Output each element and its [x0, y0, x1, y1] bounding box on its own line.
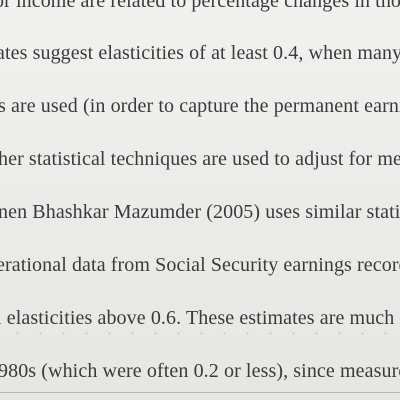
- text-line: or income are related to percentage chan…: [0, 0, 400, 13]
- text-line: her statistical techniques are used to a…: [0, 147, 400, 171]
- text-line: l elasticities above 0.6. These estimate…: [0, 306, 394, 330]
- text-line: ates suggest elasticities of at least 0.…: [0, 41, 400, 65]
- text-line: s are used (in order to capture the perm…: [0, 94, 400, 118]
- page-edge-divider: [0, 392, 400, 393]
- text-line: nen Bhashkar Mazumder (2005) uses simila…: [0, 200, 400, 224]
- text-line: 980s (which were often 0.2 or less), sin…: [0, 359, 400, 383]
- text-line: erational data from Social Security earn…: [0, 253, 400, 277]
- scan-noise: [0, 330, 400, 338]
